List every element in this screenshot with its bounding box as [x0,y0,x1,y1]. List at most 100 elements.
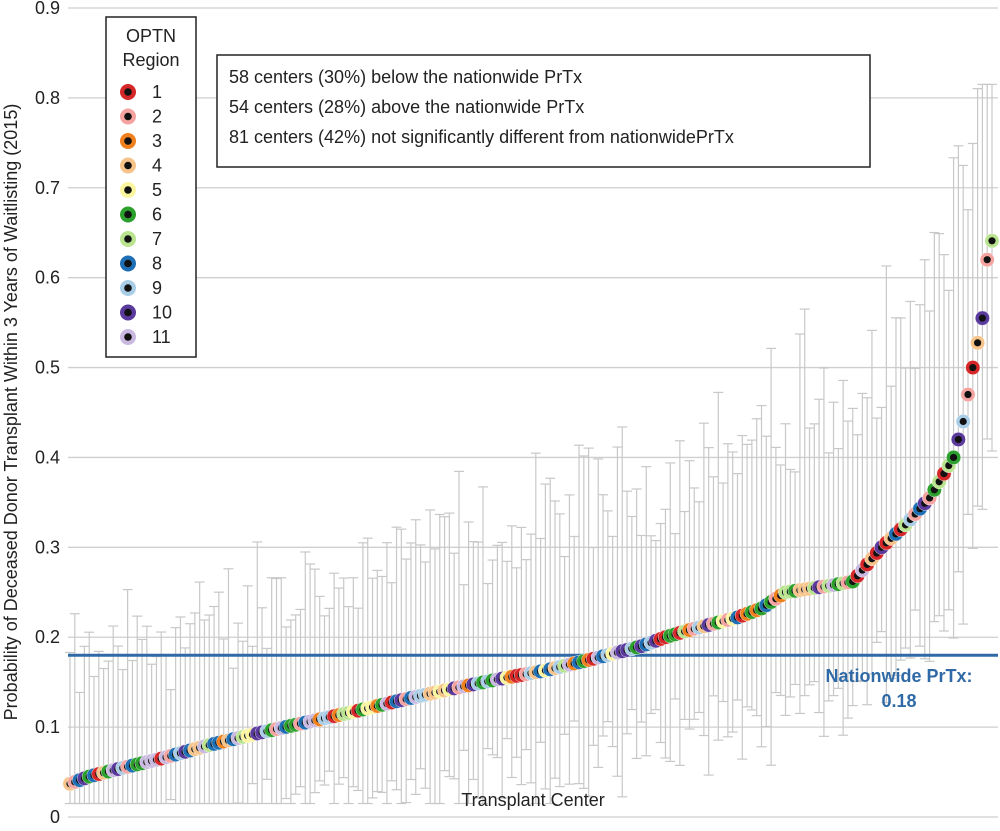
center-point [984,233,1000,249]
error-bar [785,468,796,698]
center-point [946,450,961,465]
error-bar [650,539,661,711]
error-bar [463,521,474,805]
error-bar [602,510,613,723]
error-bar [386,582,397,782]
error-bar [165,688,176,801]
error-bar [631,488,642,760]
center-point [965,360,981,375]
error-bar [252,541,263,805]
error-bar [329,572,340,805]
error-bar [857,392,868,682]
error-bar [429,548,440,805]
error-bar [401,558,412,804]
error-bar [309,568,320,794]
legend-entry: 4 [120,156,162,176]
error-bar [506,525,517,779]
error-bar [266,577,277,805]
error-bar [89,675,100,805]
error-bar [847,407,858,707]
error-bar [895,317,906,661]
error-bar [977,83,988,510]
y-tick-label: 0.1 [35,717,60,737]
error-bar [425,509,436,805]
error-bar [285,619,296,805]
error-bar [761,435,772,728]
legend-label: 6 [152,205,162,225]
error-bar [156,631,167,805]
error-bar [367,577,378,799]
error-bar [871,417,882,643]
error-bar [98,667,109,805]
error-bar [550,500,561,779]
error-bar [261,647,272,780]
error-bar [458,584,469,751]
y-tick-label: 0.6 [35,268,60,288]
error-bar [713,391,724,741]
error-bar [526,533,536,784]
legend-entry: 3 [120,131,162,151]
legend-label: 7 [152,229,162,249]
error-bar [343,606,354,805]
error-bar [866,329,877,675]
y-tick-labels: 0 0.1 0.2 0.3 0.4 0.5 0.6 0.7 0.8 0.9 [35,0,60,827]
center-point [960,387,976,402]
y-axis-label: Probability of Deceased Donor Transplant… [1,104,21,721]
error-bar [593,458,604,769]
error-bar [838,379,849,736]
error-bar [381,542,392,805]
center-point [970,335,985,351]
error-bar [377,575,388,794]
error-bar [919,259,930,660]
error-bar [703,447,714,776]
error-bar [410,519,421,795]
error-bar [727,451,738,733]
error-bar [708,476,719,697]
error-bar [665,462,676,763]
error-bar [929,231,940,623]
legend-entry: 7 [120,229,162,249]
error-bar [890,317,901,677]
error-bar [694,501,705,714]
error-bar [775,464,786,697]
error-bar [684,460,695,730]
error-bar [953,145,964,573]
error-bar [242,585,253,805]
error-bar [900,367,911,649]
error-bar [290,614,301,795]
error-bar [622,490,633,735]
error-bar [583,447,594,797]
error-bar [511,567,522,758]
legend-entry: 2 [120,107,162,127]
error-bar [103,660,114,805]
error-bar [449,552,460,780]
error-bar [766,347,777,766]
error-bar [396,528,407,805]
error-bar [372,569,383,793]
error-bar [501,560,512,740]
center-point [955,414,971,429]
y-tick-label: 0.5 [35,358,60,378]
error-bar [204,614,215,805]
legend-entry: 5 [120,180,162,200]
error-bar [626,515,637,711]
y-tick-label: 0.2 [35,627,60,647]
annotation-not-different: 81 centers (42%) not significantly diffe… [229,127,734,147]
y-tick-label: 0.7 [35,178,60,198]
error-bar [209,605,220,805]
error-bar [314,595,325,782]
legend-title-line1: OPTN [126,26,176,46]
error-bar [175,616,186,805]
error-bar [862,397,873,706]
error-bar [578,455,589,789]
legend-entry: 8 [120,254,162,274]
error-bar [434,513,445,805]
error-bar [914,304,925,647]
error-bar [348,577,359,788]
error-bar [420,561,431,789]
error-bar [137,638,148,805]
legend-label: 8 [152,254,162,274]
error-bar [281,626,292,800]
y-tick-label: 0 [50,807,60,826]
error-bar [943,289,954,611]
